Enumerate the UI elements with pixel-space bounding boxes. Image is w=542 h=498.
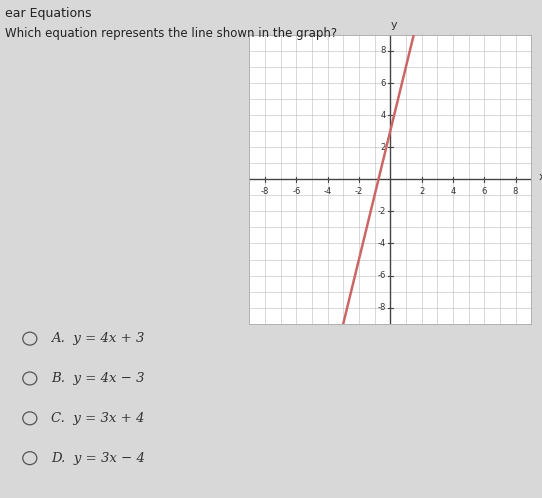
Text: y: y [391, 20, 397, 30]
Text: 2: 2 [380, 143, 385, 152]
Text: 6: 6 [481, 187, 487, 196]
Text: 6: 6 [380, 79, 385, 88]
Text: 2: 2 [419, 187, 424, 196]
Text: -8: -8 [261, 187, 269, 196]
Text: -6: -6 [292, 187, 300, 196]
Text: 4: 4 [380, 111, 385, 120]
Text: B.  y = 4x − 3: B. y = 4x − 3 [51, 372, 145, 385]
Text: x: x [539, 172, 542, 182]
Text: -4: -4 [377, 239, 385, 248]
Text: -8: -8 [377, 303, 385, 312]
Text: -2: -2 [355, 187, 363, 196]
Text: A.  y = 4x + 3: A. y = 4x + 3 [51, 332, 145, 345]
Text: -4: -4 [324, 187, 332, 196]
Text: 8: 8 [380, 46, 385, 55]
Text: -6: -6 [377, 271, 385, 280]
Text: 4: 4 [450, 187, 455, 196]
Text: ear Equations: ear Equations [5, 7, 92, 20]
Text: -2: -2 [377, 207, 385, 216]
Text: Which equation represents the line shown in the graph?: Which equation represents the line shown… [5, 27, 338, 40]
Text: D.  y = 3x − 4: D. y = 3x − 4 [51, 452, 145, 465]
Text: 8: 8 [513, 187, 518, 196]
Text: C.  y = 3x + 4: C. y = 3x + 4 [51, 412, 145, 425]
